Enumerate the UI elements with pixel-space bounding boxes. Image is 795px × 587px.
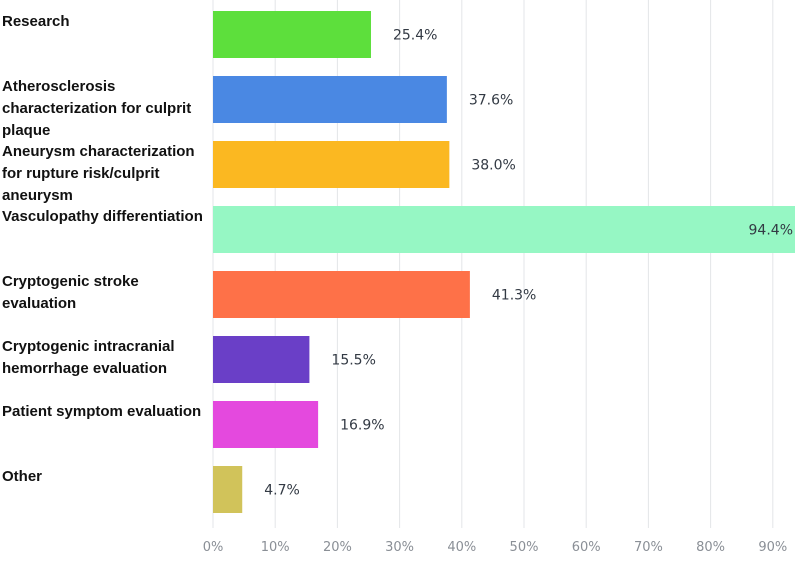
bar: [213, 271, 470, 318]
bar: [213, 401, 319, 448]
value-labels: 25.4% 37.6% 38.0% 94.4% 41.3% 15.5% 16.9% 4.7%: [264, 28, 793, 499]
bar: [213, 11, 371, 58]
category-label: Other: [2, 468, 42, 485]
bar: [213, 466, 243, 513]
value-label: 94.4%: [749, 223, 793, 239]
category-label: Aneurysm characterization for rupture ris…: [2, 143, 195, 204]
x-tick-label: 70%: [634, 540, 663, 555]
x-tick-label: 40%: [447, 540, 476, 555]
x-tick-label: 50%: [510, 540, 539, 555]
value-label: 37.6%: [469, 93, 513, 109]
bar: [213, 141, 450, 188]
bar: [213, 76, 447, 123]
value-label: 16.9%: [340, 418, 384, 434]
category-label: Patient symptom evaluation: [2, 403, 201, 420]
bars: [213, 11, 795, 513]
x-tick-label: 0%: [203, 540, 224, 555]
category-label: Cryptogenic intracranial hemorrhage evalu…: [2, 338, 175, 377]
value-label: 41.3%: [492, 288, 536, 304]
bar: [213, 336, 310, 383]
x-tick-label: 20%: [323, 540, 352, 555]
x-tick-label: 80%: [696, 540, 725, 555]
value-label: 38.0%: [471, 158, 515, 174]
bar: [213, 206, 795, 253]
x-axis-ticks: 0% 10% 20% 30% 40% 50% 60% 70% 80% 90%: [203, 540, 788, 555]
category-labels: Research Atherosclerosis characterization …: [2, 13, 203, 485]
category-label: Vasculopathy differentiation: [2, 208, 203, 225]
x-tick-label: 30%: [385, 540, 414, 555]
x-tick-label: 10%: [261, 540, 290, 555]
category-label: Cryptogenic stroke evaluation: [2, 273, 139, 312]
value-label: 15.5%: [331, 353, 375, 369]
x-tick-label: 60%: [572, 540, 601, 555]
category-label: Research: [2, 13, 70, 30]
x-tick-label: 90%: [758, 540, 787, 555]
value-label: 25.4%: [393, 28, 437, 44]
value-label: 4.7%: [264, 483, 300, 499]
category-label: Atherosclerosis characterization for culp…: [2, 78, 191, 139]
